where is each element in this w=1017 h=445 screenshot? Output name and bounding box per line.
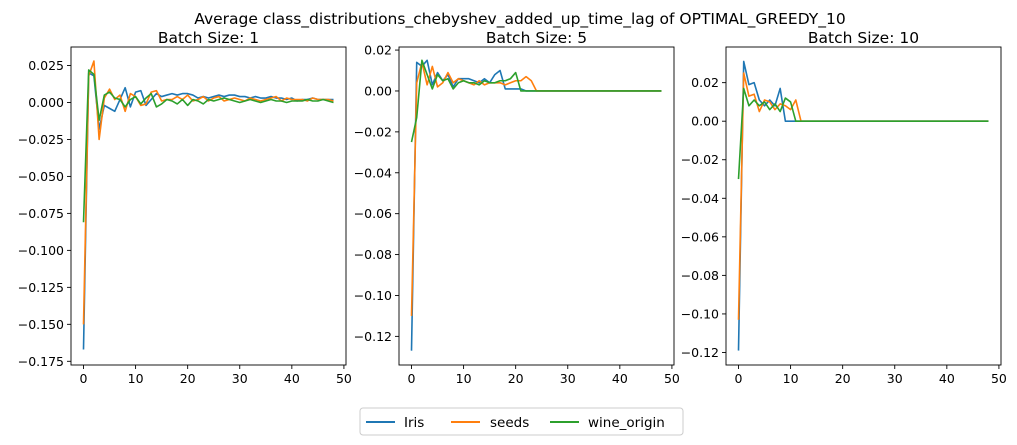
subplot-1-xtick-label: 30 [232, 371, 248, 386]
subplot-2-ytick-label: −0.06 [354, 206, 392, 221]
subplot-2-ytick-label: −0.04 [354, 165, 392, 180]
subplot-1-ytick-label: −0.025 [18, 132, 64, 147]
subplot-1-line-wine-origin [82, 69, 334, 223]
subplot-2-line-iris [410, 59, 662, 351]
subplot-1-xtick-label: 40 [284, 371, 300, 386]
subplot-2-xtick-label: 10 [456, 371, 472, 386]
subplot-3-ytick-label: −0.04 [681, 191, 719, 206]
subplot-1-ytick-label: 0.000 [28, 95, 64, 110]
subplot-1-series-group [82, 60, 334, 350]
subplot-3-ytick-label: −0.08 [681, 268, 719, 283]
subplot-2-ytick-label: 0.02 [364, 43, 392, 58]
legend-entry-wine-origin: wine_origin [550, 415, 665, 431]
subplot-3-xtick-label: 10 [783, 371, 799, 386]
subplot-2-xtick-label: 20 [508, 371, 524, 386]
subplot-1-ytick-label: −0.125 [18, 280, 64, 295]
subplot-1-ytick-label: −0.050 [18, 169, 64, 184]
subplot-1-ytick-label: −0.150 [18, 317, 64, 332]
subplot-2-xtick-label: 50 [664, 371, 680, 386]
subplot-1-plot-area: 0 10 20 30 40 50 −0.175 −0.150 −0.125 −0.100 −0.07… [18, 46, 352, 386]
subplot-3-xtick-label: 30 [887, 371, 903, 386]
legend: Iris seeds wine_origin [359, 407, 684, 436]
subplot-1: Batch Size: 1 0 10 20 30 40 50 −0.175 −0.150 −0.… [18, 29, 352, 386]
subplot-2-ytick-label: −0.08 [354, 247, 392, 262]
subplot-3-xtick-label: 50 [991, 371, 1007, 386]
subplot-3-line-wine-origin [737, 87, 989, 180]
subplot-2-ytick-label: 0.00 [364, 83, 392, 98]
legend-entry-iris: Iris [366, 415, 424, 431]
subplot-1-xtick-label: 50 [336, 371, 352, 386]
subplot-1-ytick-label: 0.025 [28, 58, 64, 73]
subplot-3-ytick-label: −0.06 [681, 229, 719, 244]
figure-suptitle: Average class_distributions_chebyshev_ad… [194, 10, 845, 29]
subplot-2-line-seeds [410, 61, 662, 316]
legend-label-wine-origin: wine_origin [588, 415, 665, 431]
subplot-2-series-group [410, 59, 662, 351]
subplot-3-ytick-label: −0.12 [681, 345, 719, 360]
subplot-3-ytick-label: −0.10 [681, 306, 719, 321]
subplot-3-xtick-label: 0 [735, 371, 743, 386]
subplot-2-ytick-label: −0.12 [354, 329, 392, 344]
legend-frame [359, 407, 684, 436]
subplot-3-series-group [737, 60, 989, 351]
subplot-2-axes-frame [398, 46, 675, 366]
subplot-2-xtick-label: 40 [612, 371, 628, 386]
subplot-2: Batch Size: 5 0 10 20 30 40 50 −0.12 −0.10 −0.08… [354, 29, 680, 386]
subplot-3-ytick-label: −0.02 [681, 152, 719, 167]
subplot-3-title: Batch Size: 10 [808, 29, 919, 47]
subplot-1-ytick-label: −0.100 [18, 243, 64, 258]
subplot-1-ytick-label: −0.175 [18, 354, 64, 369]
subplot-1-line-iris [82, 72, 334, 350]
subplot-1-axes-frame [70, 46, 347, 366]
subplot-3-line-seeds [737, 72, 989, 320]
subplot-2-ytick-label: −0.10 [354, 288, 392, 303]
subplot-3-xtick-label: 40 [939, 371, 955, 386]
subplot-1-xtick-label: 0 [80, 371, 88, 386]
subplot-1-line-seeds [82, 60, 334, 325]
subplot-1-title: Batch Size: 1 [158, 29, 259, 47]
subplot-2-xtick-label: 30 [560, 371, 576, 386]
subplot-2-title: Batch Size: 5 [486, 29, 587, 47]
subplot-1-ytick-label: −0.075 [18, 206, 64, 221]
legend-entry-seeds: seeds [451, 415, 529, 431]
subplot-2-ytick-label: −0.02 [354, 124, 392, 139]
subplot-2-line-wine-origin [410, 59, 662, 143]
subplot-3-ytick-label: 0.00 [691, 114, 719, 129]
subplot-2-plot-area: 0 10 20 30 40 50 −0.12 −0.10 −0.08 −0.06 −0.04 −0.0… [354, 43, 680, 386]
legend-label-seeds: seeds [490, 415, 529, 431]
subplot-3-axes-frame [725, 46, 1002, 366]
subplot-1-xtick-label: 10 [128, 371, 144, 386]
subplot-3-xtick-label: 20 [835, 371, 851, 386]
subplot-1-xtick-label: 20 [180, 371, 196, 386]
subplot-3-ytick-label: 0.02 [691, 75, 719, 90]
subplot-2-xtick-label: 0 [408, 371, 416, 386]
subplot-3: Batch Size: 10 0 10 20 30 40 50 −0.12 −0.10 −0.0… [681, 29, 1007, 386]
legend-label-iris: Iris [404, 415, 424, 431]
subplot-3-plot-area: 0 10 20 30 40 50 −0.12 −0.10 −0.08 −0.06 −0.04 −0.0… [681, 46, 1007, 386]
